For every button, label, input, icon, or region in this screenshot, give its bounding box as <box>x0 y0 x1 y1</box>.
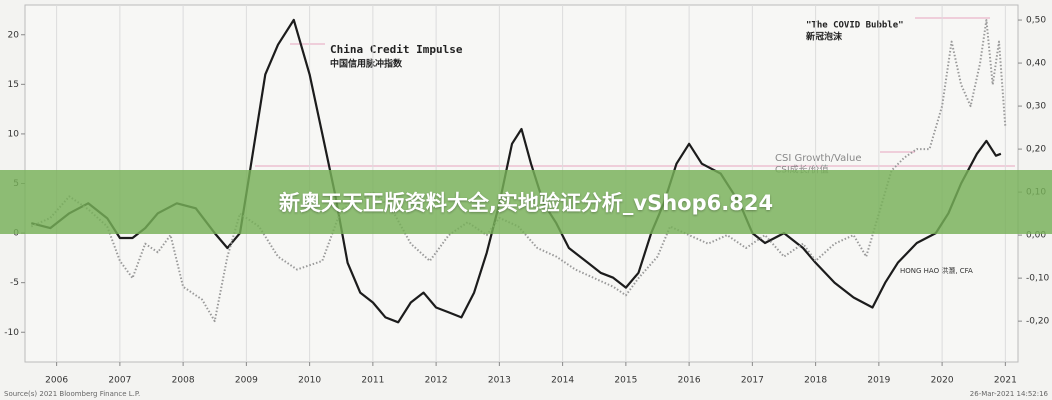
annotation: CSI Growth/Value <box>775 153 861 164</box>
x-tick-label: 2014 <box>551 376 574 386</box>
y-tick-label: 20 <box>8 30 20 40</box>
annotation: China Credit Impulse <box>330 43 463 56</box>
x-tick-label: 2009 <box>235 376 258 386</box>
x-tick-label: 2017 <box>741 376 764 386</box>
timestamp: 26-Mar-2021 14:52:16 <box>970 390 1049 398</box>
annotation: 新冠泡沫 <box>806 31 843 43</box>
x-tick-label: 2007 <box>108 376 131 386</box>
y2-tick-label: 0,30 <box>1026 102 1046 112</box>
x-tick-label: 2020 <box>931 376 954 386</box>
y2-tick-label: -0,20 <box>1026 317 1050 327</box>
x-tick-label: 2011 <box>361 376 384 386</box>
x-tick-label: 2006 <box>45 376 68 386</box>
annotation: "The COVID Bubble" <box>806 21 904 31</box>
x-tick-label: 2016 <box>678 376 701 386</box>
y-tick-label: 10 <box>8 129 20 139</box>
banner: 新奥天天正版资料大全,实地验证分析_vShop6.824 <box>0 170 1052 234</box>
annotation: 中国信用脉冲指数 <box>330 58 403 70</box>
source: Source(s) 2021 Bloomberg Finance L.P. <box>4 390 140 398</box>
y-tick-label: -5 <box>10 278 19 288</box>
y2-tick-label: 0,20 <box>1026 145 1046 155</box>
x-tick-label: 2019 <box>867 376 890 386</box>
x-tick-label: 2013 <box>488 376 511 386</box>
x-tick-label: 2010 <box>298 376 321 386</box>
x-tick-label: 2015 <box>614 376 637 386</box>
y2-tick-label: 0,50 <box>1026 16 1046 26</box>
y2-tick-label: 0,40 <box>1026 59 1046 69</box>
y2-tick-label: -0,10 <box>1026 274 1050 284</box>
x-tick-label: 2018 <box>804 376 827 386</box>
y-tick-label: -10 <box>4 328 19 338</box>
banner-text: 新奥天天正版资料大全,实地验证分析_vShop6.824 <box>278 191 774 215</box>
y-tick-label: 15 <box>8 80 19 90</box>
annotation: HONG HAO 洪灏, CFA <box>900 266 973 275</box>
series-line <box>31 18 1002 324</box>
x-tick-label: 2021 <box>994 376 1017 386</box>
x-tick-label: 2008 <box>172 376 195 386</box>
x-tick-label: 2012 <box>425 376 448 386</box>
y2-tick-label: 0,00 <box>1026 231 1046 241</box>
